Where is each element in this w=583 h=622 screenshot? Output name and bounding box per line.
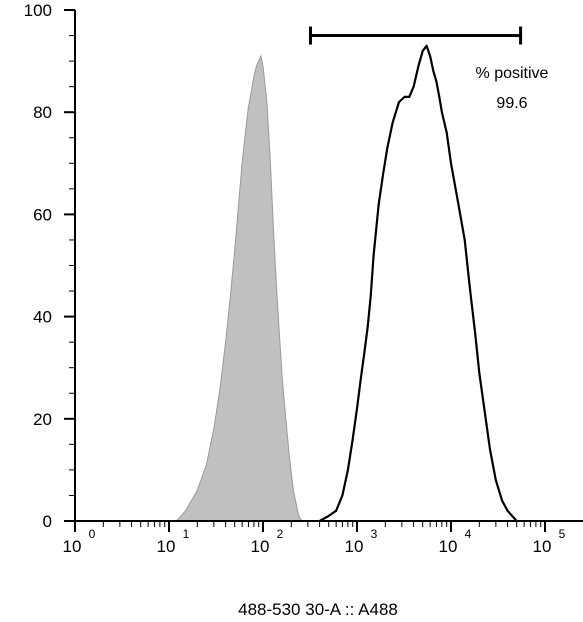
series-0-filled-histogram — [175, 54, 303, 522]
y-tick-label: 20 — [33, 410, 52, 429]
x-tick-exponent: 0 — [89, 527, 96, 541]
x-tick-label: 10 — [533, 537, 552, 556]
axes-group — [64, 9, 583, 532]
x-tick-label: 10 — [439, 537, 458, 556]
x-tick-label: 10 — [251, 537, 270, 556]
x-tick-labels: 10 0 10 1 10 2 10 3 10 4 10 5 — [63, 527, 566, 556]
y-tick-label: 100 — [24, 1, 52, 20]
x-tick-exponent: 5 — [559, 527, 566, 541]
x-tick-label: 10 — [345, 537, 364, 556]
gate-value: 99.6 — [496, 95, 527, 112]
y-tick-label: 0 — [43, 512, 52, 531]
x-tick-exponent: 1 — [183, 527, 190, 541]
y-tick-label: 60 — [33, 205, 52, 224]
plot-series — [175, 44, 518, 522]
gate-group — [308, 26, 523, 45]
x-axis-title: 488-530 30-A :: A488 — [238, 600, 398, 619]
x-tick-exponent: 3 — [371, 527, 378, 541]
series-1-line-histogram — [319, 44, 518, 522]
gate-label: % positive — [476, 65, 549, 82]
x-tick-label: 10 — [157, 537, 176, 556]
x-tick-exponent: 2 — [277, 527, 284, 541]
y-tick-label: 80 — [33, 103, 52, 122]
y-tick-label: 40 — [33, 308, 52, 327]
x-tick-label: 10 — [63, 537, 82, 556]
x-tick-exponent: 4 — [465, 527, 472, 541]
y-tick-labels: 0 20 40 60 80 100 — [24, 1, 52, 531]
